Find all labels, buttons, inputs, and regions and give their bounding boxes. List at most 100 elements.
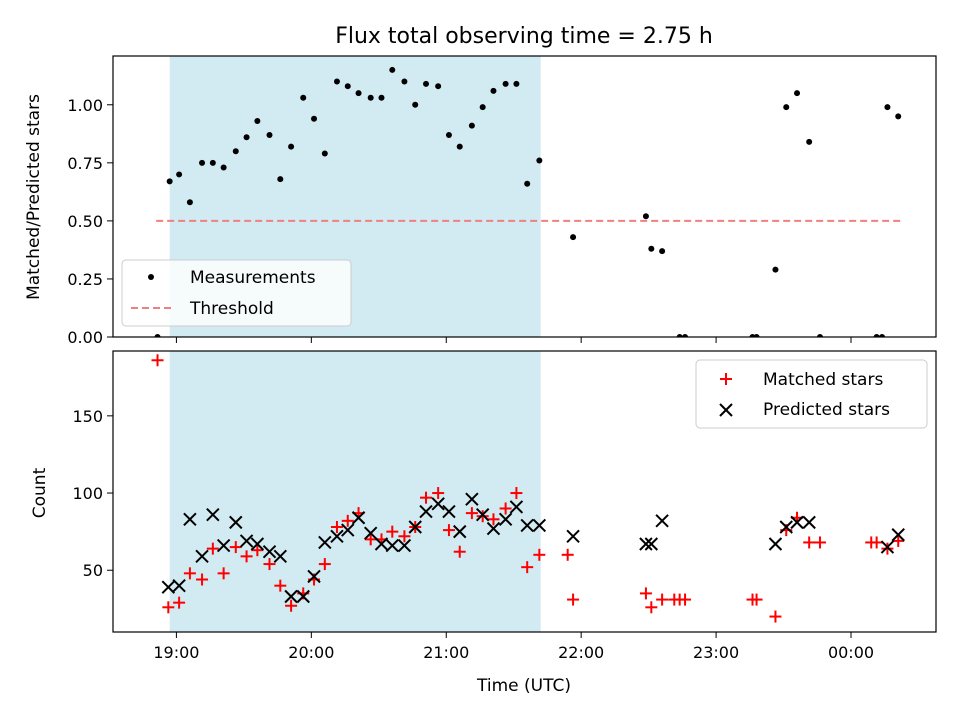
- predicted-star-point: [509, 500, 524, 514]
- y-tick-label: 0.75: [67, 154, 103, 173]
- matched-star-point: [330, 521, 343, 534]
- bottom-x-ticks: 19:00 20:00 21:00 22:00 23:00 00:00: [153, 632, 874, 662]
- measurement-point: [423, 80, 430, 87]
- y-tick-label: 50: [83, 561, 103, 580]
- y-tick-label: 0.50: [67, 212, 103, 231]
- measurement-point: [311, 115, 318, 122]
- measurement-point: [435, 83, 442, 90]
- top-y-axis-label: Matched/Predicted stars: [24, 94, 44, 300]
- predicted-star-point: [498, 512, 513, 526]
- predicted-star-point: [341, 523, 355, 537]
- matched-star-point: [521, 561, 534, 574]
- bottom-y-ticks: 50 100 150: [72, 407, 113, 580]
- predicted-star-point: [453, 524, 467, 539]
- predicted-star-point: [442, 504, 456, 519]
- x-tick-label: 00:00: [828, 643, 874, 662]
- measurement-point: [772, 266, 779, 273]
- measurement-point: [879, 334, 886, 337]
- matched-star-point: [465, 507, 478, 520]
- matched-star-point: [510, 487, 523, 500]
- matched-star-point: [263, 558, 276, 571]
- measurement-point: [199, 159, 206, 166]
- legend-marker-measurements: [148, 274, 154, 280]
- matched-star-point: [656, 593, 669, 606]
- predicted-star-point: [363, 526, 378, 540]
- measurement-point: [378, 94, 385, 101]
- x-tick-label: 21:00: [423, 643, 469, 662]
- measurement-point: [659, 248, 666, 255]
- predicted-star-point: [639, 537, 653, 551]
- matched-star-point: [341, 514, 354, 527]
- measurement-point: [816, 334, 823, 337]
- top-legend-box: [121, 259, 352, 327]
- matched-star-point: [364, 533, 377, 546]
- predicted-star-point: [465, 492, 479, 506]
- matched-star-point: [432, 487, 445, 500]
- measurement-point: [524, 180, 531, 187]
- matched-star-point: [420, 491, 433, 504]
- measurement-point: [570, 234, 577, 241]
- top-y-ticks: 0.00 0.25 0.50 0.75 1.00: [67, 96, 113, 347]
- measurement-point: [209, 159, 216, 166]
- measurement-point: [266, 131, 273, 138]
- predicted-star-point: [385, 538, 399, 553]
- matched-star-point: [487, 513, 500, 526]
- measurement-point: [321, 150, 328, 157]
- predicted-star-point: [891, 528, 905, 542]
- matched-star-point: [386, 525, 399, 538]
- matched-star-point: [870, 536, 883, 549]
- predicted-star-point: [532, 518, 547, 533]
- measurement-point: [794, 90, 801, 97]
- measurement-point: [288, 143, 295, 150]
- legend-marker-matched: [720, 373, 732, 385]
- measurement-point: [445, 131, 452, 138]
- measurement-point: [333, 78, 340, 85]
- matched-star-point: [274, 579, 287, 592]
- measurement-points: [154, 66, 902, 337]
- bottom-shaded-region: [169, 351, 541, 632]
- legend-label-predicted: Predicted stars: [763, 400, 890, 420]
- top-panel: Flux total observing time = 2.75 h 0.000…: [24, 24, 937, 347]
- predicted-star-point: [644, 537, 659, 551]
- predicted-star-point: [520, 518, 534, 533]
- predicted-star-point: [284, 589, 298, 604]
- matched-star-point: [162, 601, 175, 614]
- measurement-point: [355, 90, 362, 97]
- matched-star-point: [453, 545, 466, 558]
- matched-star-point: [217, 567, 230, 580]
- predicted-star-point: [183, 512, 197, 526]
- matched-star-point: [679, 593, 692, 606]
- measurement-point: [806, 138, 813, 145]
- measurement-point: [490, 87, 497, 94]
- measurement-point: [344, 83, 351, 90]
- matched-star-point: [318, 558, 331, 571]
- shaded-observing-window: [169, 351, 541, 632]
- matched-star-point: [769, 610, 782, 623]
- top-legend: Measurements Threshold: [121, 259, 352, 327]
- predicted-star-point: [486, 521, 501, 536]
- measurement-point: [220, 164, 227, 171]
- predicted-star-point: [475, 507, 490, 522]
- measurement-point: [186, 199, 193, 206]
- measurement-point: [676, 334, 683, 337]
- predicted-star-point: [161, 580, 176, 594]
- matched-star-point: [240, 550, 253, 563]
- predicted-star-point: [239, 534, 254, 548]
- predicted-star-point: [790, 515, 804, 530]
- measurement-point: [166, 178, 173, 185]
- x-axis-label: Time (UTC): [476, 676, 571, 696]
- predicted-star-point: [431, 497, 445, 511]
- measurement-point: [783, 104, 790, 111]
- legend-label-measurements: Measurements: [190, 268, 316, 288]
- matched-star-point: [206, 542, 219, 555]
- y-tick-label: 1.00: [67, 96, 103, 115]
- matched-star-point: [476, 510, 489, 523]
- measurement-point: [502, 80, 509, 87]
- matched-star-point: [803, 536, 816, 549]
- measurement-point: [176, 171, 183, 178]
- predicted-star-point: [374, 537, 389, 551]
- predicted-star-point: [397, 538, 412, 553]
- predicted-star-point: [206, 507, 220, 522]
- y-tick-label: 150: [72, 407, 103, 426]
